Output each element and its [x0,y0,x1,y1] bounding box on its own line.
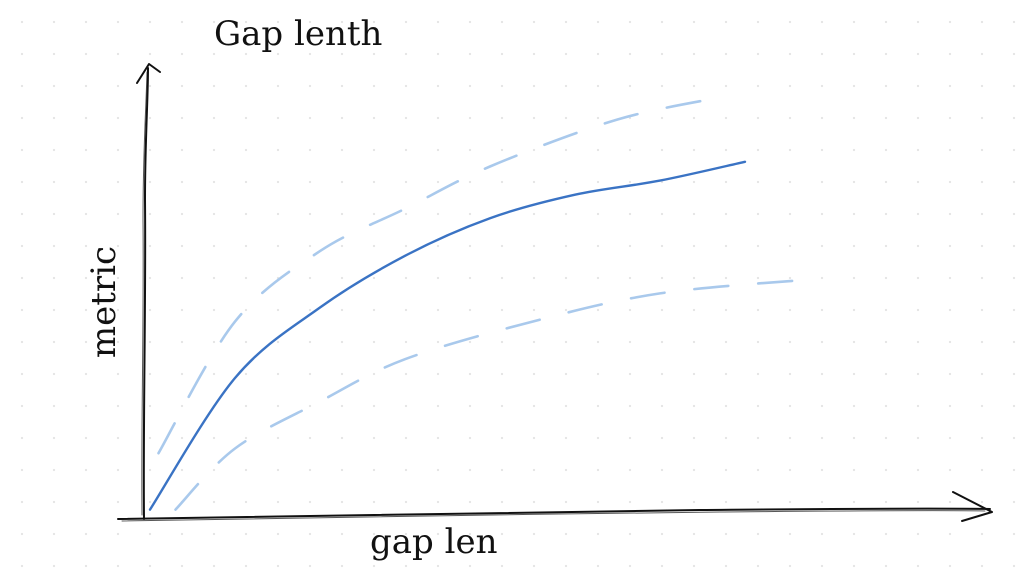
y-axis-arrowhead [136,63,161,84]
mean-line [148,160,747,511]
y-axis-line-sketch [141,71,148,516]
x-axis-line [117,507,991,520]
lower-band-line [174,278,815,511]
y-axis-line [142,67,149,520]
series-group [148,94,815,511]
x-axis-line-sketch [121,510,986,522]
x-axis-label: gap len [370,522,498,562]
upper-band-line [157,94,730,455]
axes [117,63,993,522]
chart-title: Gap lenth [214,14,383,54]
x-axis-arrowhead [952,491,993,522]
